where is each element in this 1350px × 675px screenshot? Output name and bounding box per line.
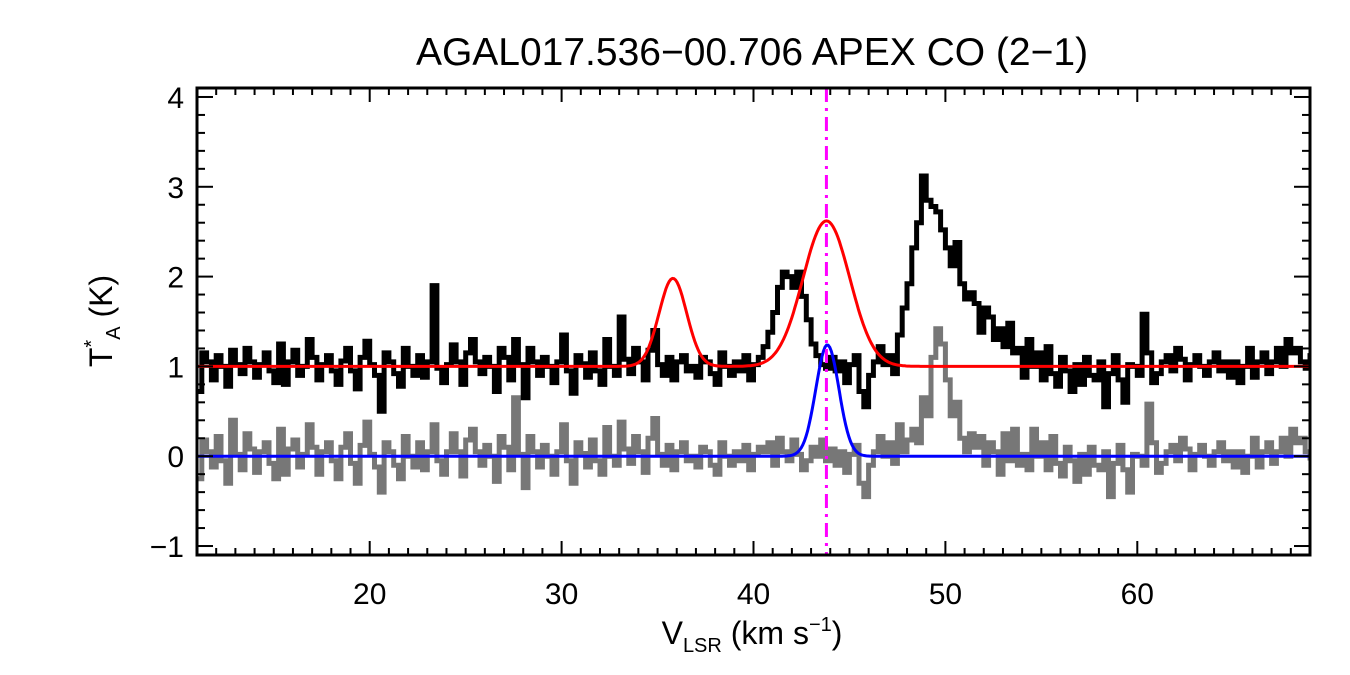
- series-observed-spectrum: [197, 173, 1310, 414]
- x-tick-label: 30: [545, 578, 578, 611]
- y-axis-label: T*A (K): [81, 275, 125, 367]
- x-axis-label: VLSR (km s−1): [662, 614, 843, 657]
- x-tick-label: 60: [1121, 578, 1154, 611]
- y-tick-label: 4: [167, 82, 184, 115]
- y-tick-label: 2: [167, 262, 184, 295]
- y-tick-label: −1: [150, 531, 184, 564]
- y-tick-label: 0: [167, 441, 184, 474]
- x-tick-label: 40: [737, 578, 770, 611]
- plot-area: [197, 88, 1310, 555]
- plot-frame: [195, 86, 1312, 557]
- chart-title: AGAL017.536−00.706 APEX CO (2−1): [416, 31, 1088, 74]
- series-total-fit: [197, 219, 1310, 368]
- x-tick-label: 20: [353, 578, 386, 611]
- y-tick-label: 3: [167, 172, 184, 205]
- series-fit-component: [197, 343, 1310, 458]
- axis-ticks: 20 30 40 50 60 −1 0 1 2 3 4: [150, 82, 1311, 611]
- x-tick-label: 50: [929, 578, 962, 611]
- y-tick-label: 1: [167, 351, 184, 384]
